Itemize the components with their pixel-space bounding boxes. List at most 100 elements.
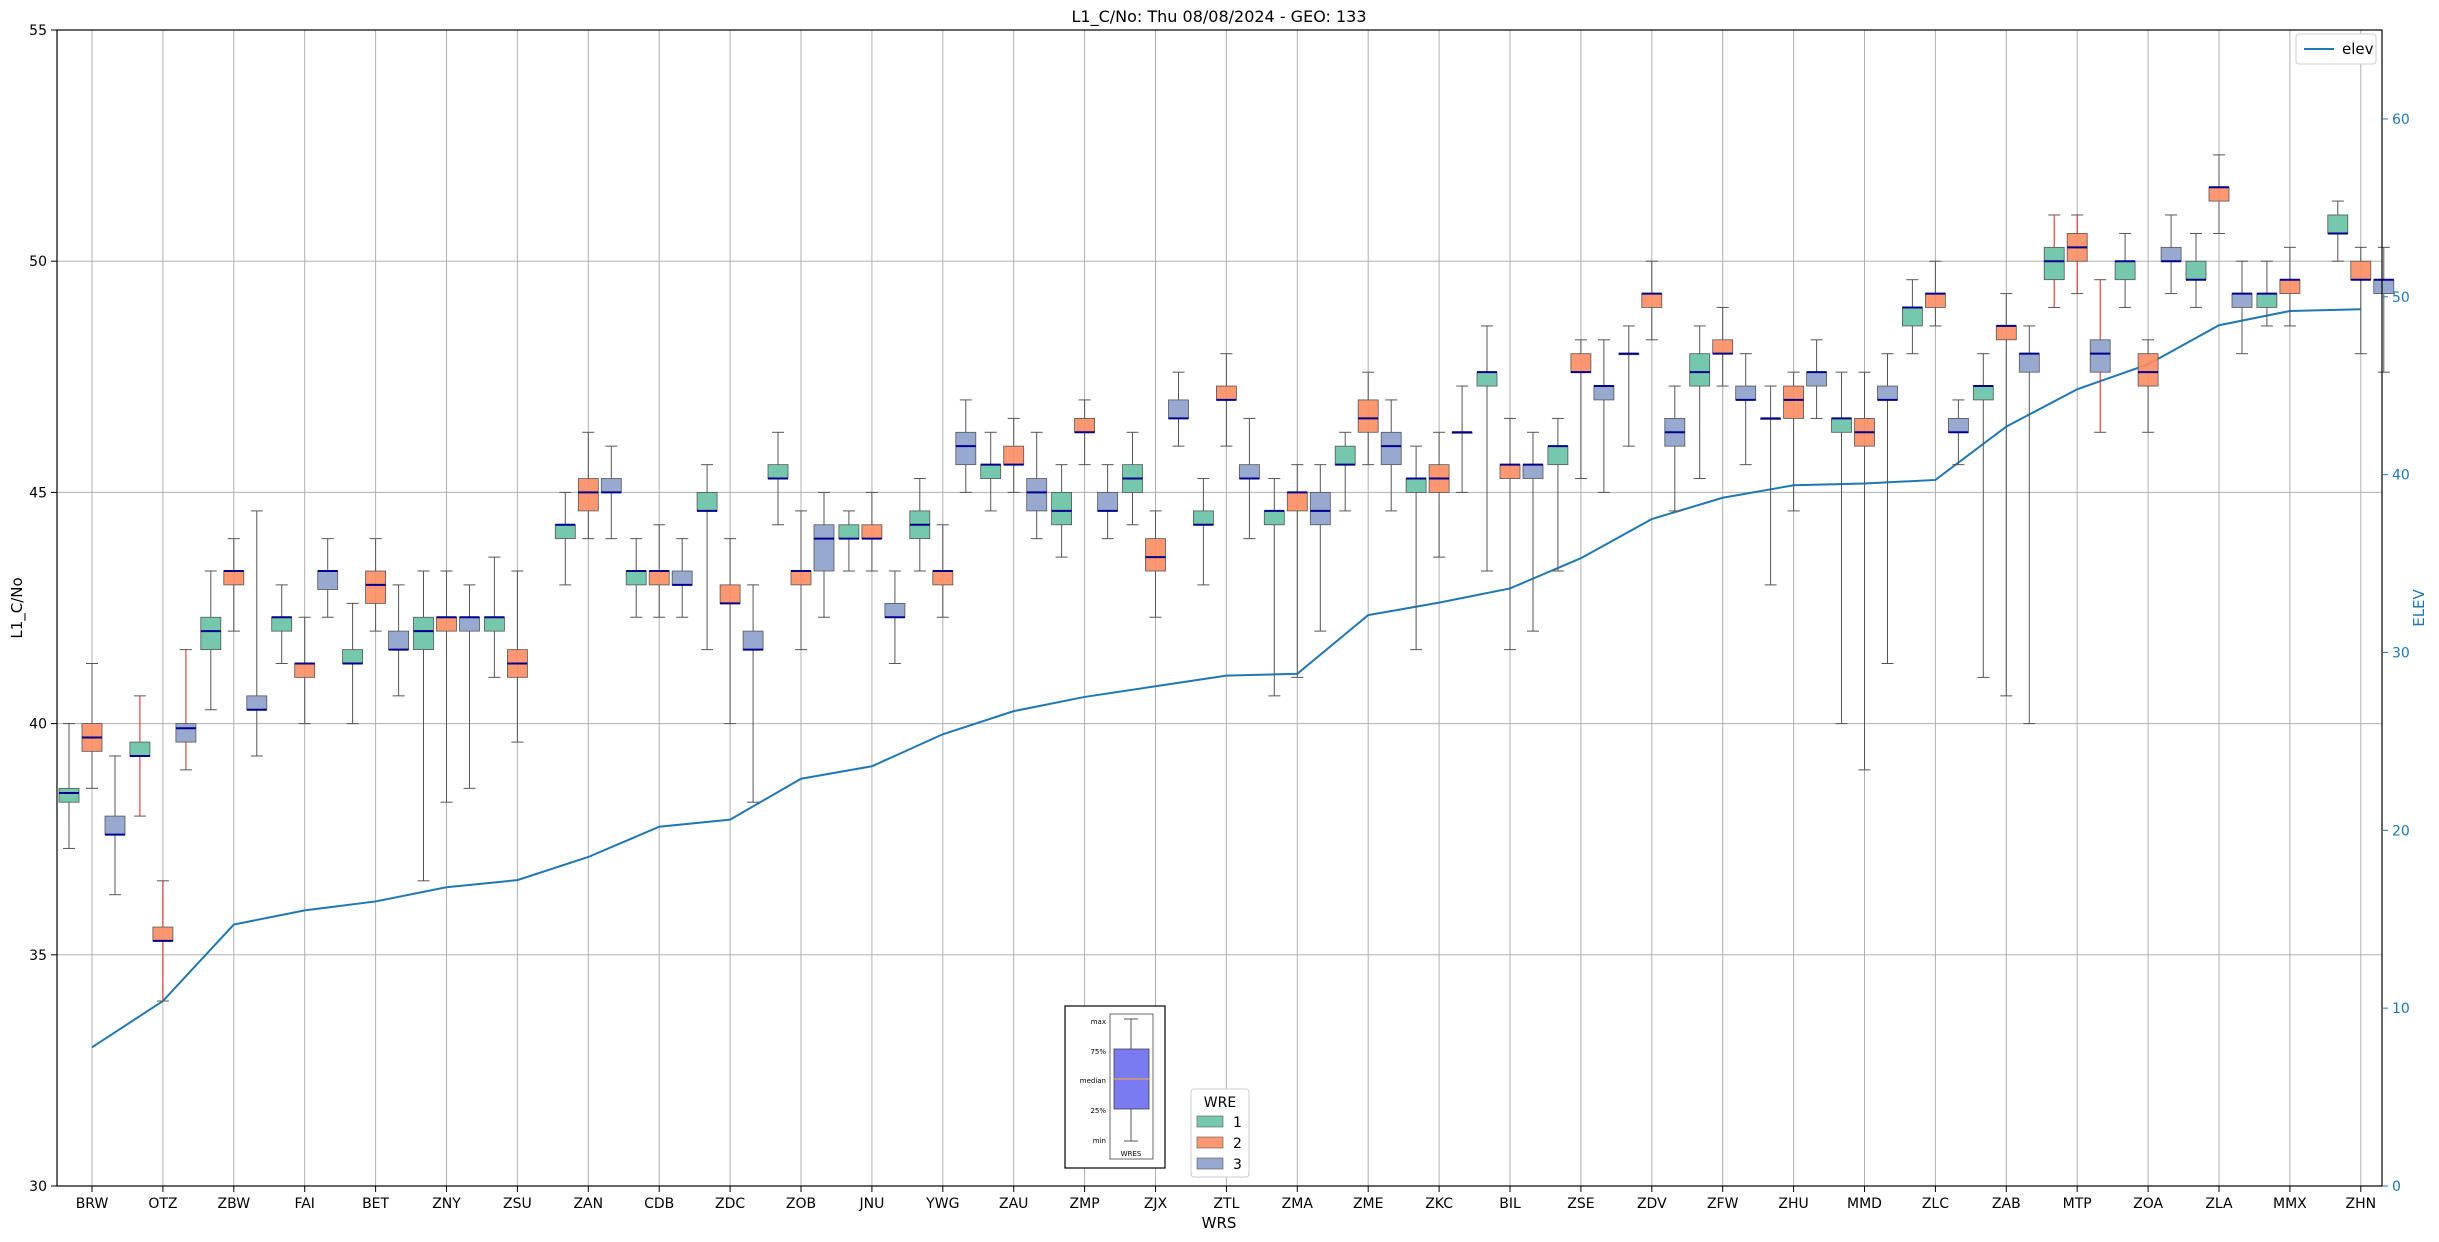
x-axis-label: WRS xyxy=(1202,1214,1237,1232)
box-3 xyxy=(2373,279,2395,294)
axis-layer: BRW OTZ ZBW FAI BET ZNY ZSU ZAN CDB ZDC ZOB JNU YWG Z… xyxy=(29,23,2410,1212)
box-1 xyxy=(1972,385,1994,401)
box-2 xyxy=(1925,293,1946,308)
box-1 xyxy=(1051,491,1072,526)
x-tick-label: ZTL xyxy=(1213,1196,1239,1212)
y-tick-label: 35 xyxy=(29,948,47,964)
x-tick-label: ZBW xyxy=(218,1196,251,1212)
x-tick-label: ZKC xyxy=(1425,1196,1453,1212)
x-tick-label: JNU xyxy=(858,1196,884,1212)
box-1 xyxy=(2043,246,2065,281)
x-tick-label: ZAB xyxy=(1992,1196,2021,1212)
box-1 xyxy=(1689,353,1711,387)
box-1 xyxy=(2327,214,2349,234)
box-1 xyxy=(129,741,151,757)
box-3 xyxy=(1380,431,1402,466)
x-tick-label: ZLA xyxy=(2205,1196,2233,1212)
box-3 xyxy=(1593,385,1615,401)
x-tick-label: MMD xyxy=(1847,1196,1882,1212)
wre-legend-swatch-3 xyxy=(1196,1157,1224,1170)
box-3 xyxy=(1239,464,1260,479)
box-3 xyxy=(459,616,480,632)
box-3 xyxy=(2160,246,2182,262)
box-2 xyxy=(861,524,883,540)
y-tick-label: 55 xyxy=(29,23,47,39)
boxplot-key-xlabel: WRES xyxy=(1121,1150,1142,1158)
box-2 xyxy=(2137,353,2159,387)
x-tick-label: ZME xyxy=(1353,1196,1384,1212)
box-1 xyxy=(767,464,789,479)
y2-tick-label: 60 xyxy=(2392,112,2410,128)
y2-axis-label: ELEV xyxy=(2410,588,2428,626)
box-1 xyxy=(625,570,647,586)
box-2 xyxy=(1712,339,1734,355)
x-tick-label: ZJX xyxy=(1144,1196,1168,1212)
x-tick-label: ZOB xyxy=(786,1196,816,1212)
box-1 xyxy=(838,524,860,540)
box-3 xyxy=(388,630,410,651)
wre-legend-label-1: 1 xyxy=(1233,1115,1242,1131)
box-layer xyxy=(58,154,2395,1002)
x-tick-label: ZAU xyxy=(999,1196,1028,1212)
plot-frame xyxy=(56,29,2383,1187)
elev-layer xyxy=(91,308,2361,1049)
box-2 xyxy=(365,570,387,604)
elev-legend-label: elev xyxy=(2342,40,2374,58)
box-1 xyxy=(1405,478,1427,493)
box-2 xyxy=(1570,353,1592,373)
box-1 xyxy=(1831,418,1852,433)
box-3 xyxy=(175,723,197,743)
box-2 xyxy=(577,478,599,512)
box-3 xyxy=(1026,478,1048,512)
box-2 xyxy=(648,570,670,586)
x-tick-label: BIL xyxy=(1499,1196,1521,1212)
boxplot-key-q1: 25% xyxy=(1090,1107,1106,1115)
y2-tick-label: 30 xyxy=(2392,645,2410,661)
box-3 xyxy=(813,524,835,572)
box-2 xyxy=(1641,293,1663,308)
box-2 xyxy=(2208,186,2230,202)
box-3 xyxy=(1522,464,1544,479)
box-3 xyxy=(317,570,339,590)
wre-legend: WRE 1 2 3 xyxy=(1190,1088,1250,1178)
y2-tick-label: 10 xyxy=(2392,1001,2410,1017)
box-3 xyxy=(1097,491,1118,512)
box-3 xyxy=(104,815,126,835)
x-tick-label: ZFW xyxy=(1707,1196,1739,1212)
boxplot-key-max: max xyxy=(1091,1018,1106,1026)
y-tick-label: 45 xyxy=(29,485,47,501)
x-tick-label: ZSU xyxy=(503,1196,532,1212)
box-2 xyxy=(1003,445,1025,466)
wre-legend-title: WRE xyxy=(1204,1095,1236,1111)
y2-tick-label: 0 xyxy=(2392,1179,2401,1195)
wre-legend-label-3: 3 xyxy=(1233,1157,1242,1173)
box-3 xyxy=(742,630,764,651)
box-1 xyxy=(1263,510,1285,526)
box-3 xyxy=(2089,339,2111,373)
box-3 xyxy=(1877,385,1898,401)
x-tick-label: ZLC xyxy=(1922,1196,1949,1212)
boxplot-key-min: min xyxy=(1093,1137,1106,1145)
box-1 xyxy=(554,524,576,540)
box-1 xyxy=(413,616,434,651)
x-tick-label: MTP xyxy=(2063,1196,2092,1212)
box-2 xyxy=(1357,399,1379,433)
box-1 xyxy=(1476,371,1498,387)
x-tick-label: ZMA xyxy=(1282,1196,1314,1212)
chart-title: L1_C/No: Thu 08/08/2024 - GEO: 133 xyxy=(1071,7,1366,27)
box-2 xyxy=(932,570,954,586)
y2-tick-label: 40 xyxy=(2392,468,2410,484)
box-2 xyxy=(223,570,245,586)
x-tick-label: MMX xyxy=(2273,1196,2307,1212)
box-3 xyxy=(1806,371,1827,387)
box-3 xyxy=(1309,491,1331,526)
box-1 xyxy=(696,491,718,512)
elev-line xyxy=(91,308,2361,1049)
box-1 xyxy=(271,616,293,632)
box-2 xyxy=(1145,538,1166,572)
box-1 xyxy=(2114,260,2136,281)
box-2 xyxy=(1286,491,1308,512)
box-2 xyxy=(719,584,741,604)
